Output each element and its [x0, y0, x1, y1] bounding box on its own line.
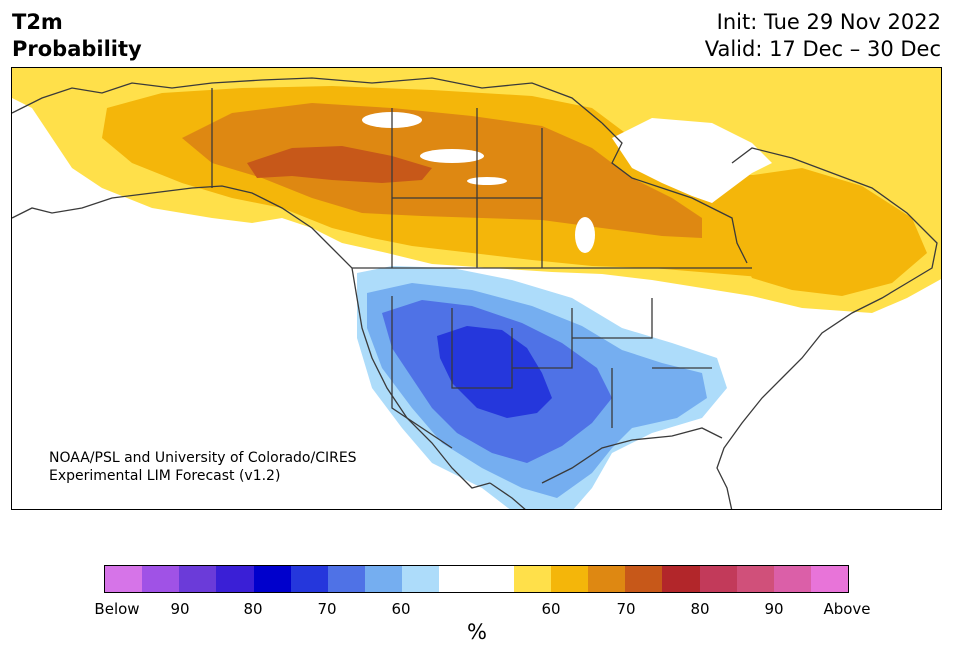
variable-title: T2m: [12, 10, 63, 34]
colorbar-segment: [365, 566, 403, 592]
colorbar-segment: [625, 566, 663, 592]
colorbar-segment: [810, 566, 849, 592]
coastlines: [12, 77, 938, 509]
great-slave-lake: [420, 149, 484, 163]
credit-line-1: NOAA/PSL and University of Colorado/CIRE…: [49, 450, 357, 466]
title-block: T2m Probability: [12, 9, 142, 63]
above-75-region: [247, 146, 432, 183]
colorbar-segment: [105, 566, 143, 592]
colorbar-segment: [513, 566, 551, 592]
colorbar-segment: [179, 566, 217, 592]
valid-date: Valid: 17 Dec – 30 Dec: [704, 37, 941, 61]
colorbar-segment: [773, 566, 811, 592]
forecast-map: [11, 67, 942, 510]
probability-title: Probability: [12, 37, 142, 61]
colorbar-segment: [402, 566, 440, 592]
colorbar-segment: [550, 566, 589, 592]
hudson-bay: [612, 118, 772, 203]
colorbar-segment: [327, 566, 366, 592]
colorbar-segment: [699, 566, 737, 592]
colorbar-tick-above-80: 80: [690, 600, 710, 618]
colorbar-segment: [476, 566, 514, 592]
colorbar-unit: %: [467, 620, 487, 644]
below-75-region: [437, 326, 552, 418]
colorbar-segment: [662, 566, 700, 592]
colorbar-segment: [142, 566, 180, 592]
above-60-east: [732, 168, 927, 296]
colorbar-tick-below: Below: [94, 600, 140, 618]
colorbar-tick-below-90: 90: [170, 600, 190, 618]
above-70-region: [182, 103, 702, 238]
map-credit: NOAA/PSL and University of Colorado/CIRE…: [49, 449, 357, 485]
date-block: Init: Tue 29 Nov 2022 Valid: 17 Dec – 30…: [705, 9, 941, 63]
lake-winnipeg: [575, 217, 595, 253]
colorbar: [104, 565, 849, 593]
colorbar-tick-above-90: 90: [764, 600, 784, 618]
colorbar-segment: [253, 566, 291, 592]
map-canvas: [12, 68, 941, 509]
colorbar-tick-above-70: 70: [616, 600, 636, 618]
colorbar-tick-above: Above: [823, 600, 871, 618]
colorbar-tick-above-60: 60: [541, 600, 561, 618]
lake-athabasca: [467, 177, 507, 185]
colorbar-segment: [439, 566, 477, 592]
colorbar-segment: [216, 566, 254, 592]
colorbar-tick-below-60: 60: [391, 600, 411, 618]
credit-line-2: Experimental LIM Forecast (v1.2): [49, 468, 281, 484]
colorbar-tick-below-70: 70: [317, 600, 337, 618]
colorbar-segment: [290, 566, 328, 592]
colorbar-segment: [588, 566, 626, 592]
colorbar-tick-below-80: 80: [243, 600, 263, 618]
init-date: Init: Tue 29 Nov 2022: [716, 10, 941, 34]
colorbar-segment: [736, 566, 774, 592]
